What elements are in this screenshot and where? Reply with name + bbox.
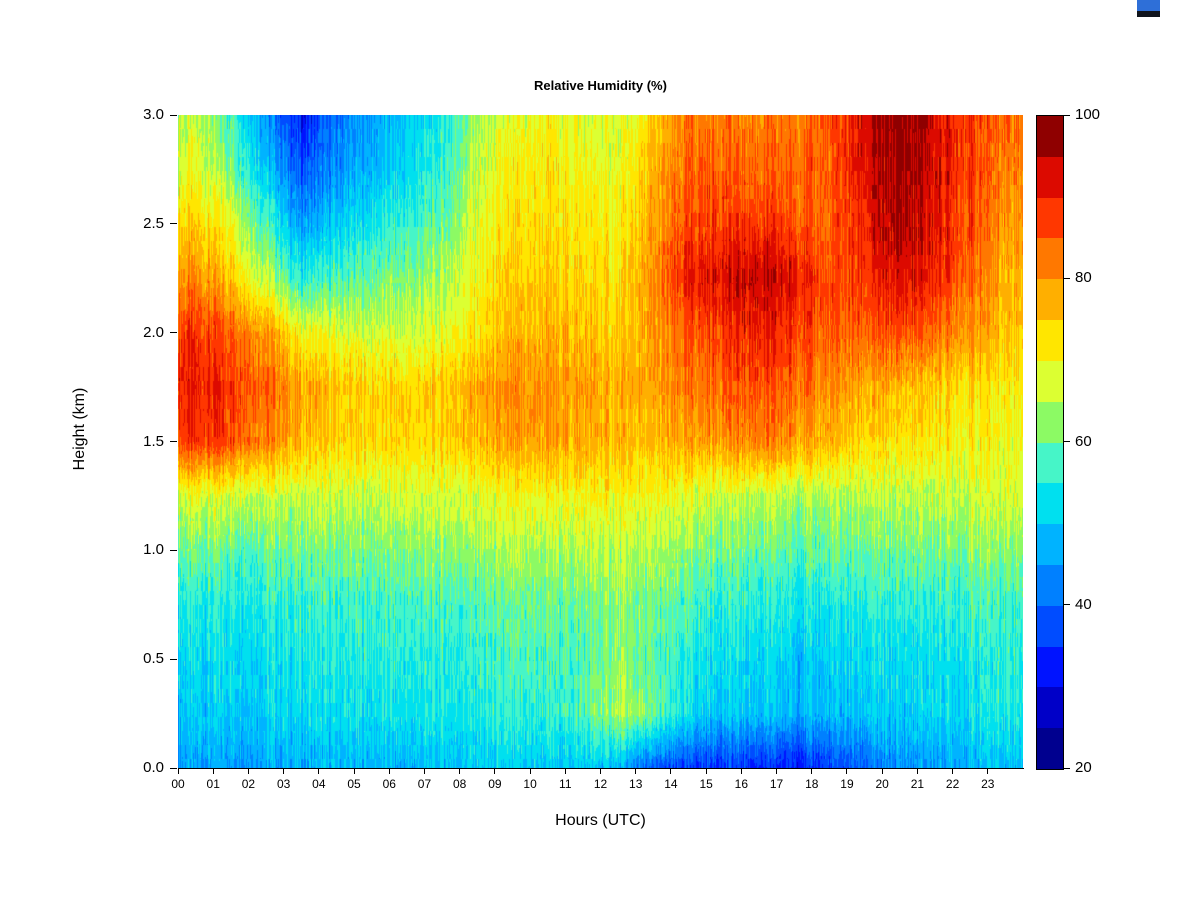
x-tick-label: 22 xyxy=(945,777,960,791)
colorbar-tick-mark xyxy=(1064,114,1070,116)
x-tick-mark xyxy=(740,769,742,774)
x-tick-label: 06 xyxy=(382,777,396,791)
x-tick-mark xyxy=(494,769,496,774)
colorbar-tick-mark xyxy=(1064,277,1070,279)
colorbar-segment xyxy=(1037,605,1063,647)
y-tick-label: 2.0 xyxy=(143,323,164,341)
colorbar-segment xyxy=(1037,360,1063,402)
colorbar-tick-label: 20 xyxy=(1075,759,1092,776)
window-icon-blue xyxy=(1137,0,1160,11)
x-tick-label: 18 xyxy=(805,777,819,791)
colorbar-tick-label: 80 xyxy=(1075,269,1092,287)
x-axis-label: Hours (UTC) xyxy=(555,812,646,829)
colorbar-segment xyxy=(1037,320,1063,361)
x-tick-label: 15 xyxy=(699,777,713,791)
colorbar-segment xyxy=(1037,116,1063,157)
x-tick-label: 17 xyxy=(769,777,784,791)
x-tick-label: 00 xyxy=(171,777,185,791)
x-tick-label: 03 xyxy=(276,777,291,791)
x-tick-label: 14 xyxy=(664,777,678,791)
colorbar-segment xyxy=(1037,442,1063,484)
x-tick-label: 20 xyxy=(875,777,889,791)
colorbar-segment xyxy=(1037,728,1063,769)
x-tick-mark xyxy=(670,769,672,774)
y-tick-mark xyxy=(170,767,177,769)
colorbar-tick-label: 60 xyxy=(1075,432,1092,450)
colorbar-tick-label: 40 xyxy=(1075,595,1092,613)
y-axis-label: Height (km) xyxy=(71,387,88,471)
x-tick-label: 23 xyxy=(981,777,995,791)
x-tick-label: 12 xyxy=(593,777,608,791)
x-tick-label: 04 xyxy=(312,777,326,791)
x-tick-mark xyxy=(916,769,918,774)
x-tick-label: 07 xyxy=(417,777,432,791)
x-tick-label: 05 xyxy=(347,777,361,791)
colorbar-segment xyxy=(1037,238,1063,280)
x-tick-mark xyxy=(247,769,249,774)
x-tick-mark xyxy=(459,769,461,774)
x-tick-mark xyxy=(212,769,214,774)
x-tick-label: 02 xyxy=(241,777,256,791)
x-tick-label: 10 xyxy=(523,777,537,791)
x-tick-label: 11 xyxy=(559,777,572,791)
x-tick-mark xyxy=(811,769,813,774)
chart-title: Relative Humidity (%) xyxy=(534,78,667,93)
colorbar-segment xyxy=(1037,483,1063,525)
x-tick-mark xyxy=(353,769,355,774)
x-tick-mark xyxy=(635,769,637,774)
y-tick-label: 0.0 xyxy=(143,759,164,776)
y-tick-mark xyxy=(170,332,177,334)
y-tick-mark xyxy=(170,441,177,442)
colorbar-segment xyxy=(1037,156,1063,198)
colorbar-tick-label: 100 xyxy=(1075,106,1101,123)
y-tick-mark xyxy=(170,114,177,116)
colorbar-segment xyxy=(1037,564,1063,606)
x-tick-mark xyxy=(423,769,425,774)
x-tick-label: 09 xyxy=(488,777,502,791)
colorbar-segment xyxy=(1037,197,1063,239)
x-tick-mark xyxy=(388,769,390,774)
x-tick-mark xyxy=(705,769,707,774)
window-icon-dark xyxy=(1137,11,1160,17)
y-tick-mark xyxy=(170,549,177,551)
x-tick-label: 19 xyxy=(840,777,854,791)
x-tick-label: 13 xyxy=(629,777,643,791)
colorbar-tick-mark xyxy=(1064,767,1070,769)
x-tick-label: 16 xyxy=(734,777,748,791)
colorbar-tick-mark xyxy=(1064,604,1070,606)
x-tick-mark xyxy=(600,769,601,774)
x-tick-mark xyxy=(177,769,179,774)
y-tick-mark xyxy=(170,658,177,660)
colorbar-segment xyxy=(1037,279,1063,321)
colorbar-segment xyxy=(1037,524,1063,565)
x-tick-mark xyxy=(846,769,848,774)
y-tick-label: 1.5 xyxy=(143,432,164,450)
x-tick-label: 21 xyxy=(910,777,925,791)
x-tick-mark xyxy=(776,769,778,774)
x-tick-mark xyxy=(318,769,320,774)
y-tick-label: 2.5 xyxy=(143,214,164,232)
window-icon-artifact xyxy=(1137,0,1160,18)
x-tick-label: 01 xyxy=(206,777,220,791)
colorbar-segment xyxy=(1037,401,1063,443)
y-tick-label: 1.0 xyxy=(143,541,164,559)
colorbar-segment xyxy=(1037,687,1063,729)
x-tick-mark xyxy=(564,769,566,774)
x-axis-line xyxy=(178,768,1024,769)
y-tick-label: 0.5 xyxy=(143,650,164,668)
x-tick-label: 08 xyxy=(452,777,467,791)
x-tick-mark xyxy=(952,769,954,774)
colorbar-tick-mark xyxy=(1064,441,1070,442)
heatmap-canvas xyxy=(178,115,1023,768)
x-tick-mark xyxy=(283,769,285,774)
y-tick-mark xyxy=(170,223,177,225)
y-tick-label: 3.0 xyxy=(143,106,164,123)
colorbar-segment xyxy=(1037,646,1063,688)
colorbar xyxy=(1036,115,1064,770)
x-tick-mark xyxy=(529,769,531,774)
x-tick-mark xyxy=(881,769,883,774)
x-tick-mark xyxy=(987,769,989,774)
